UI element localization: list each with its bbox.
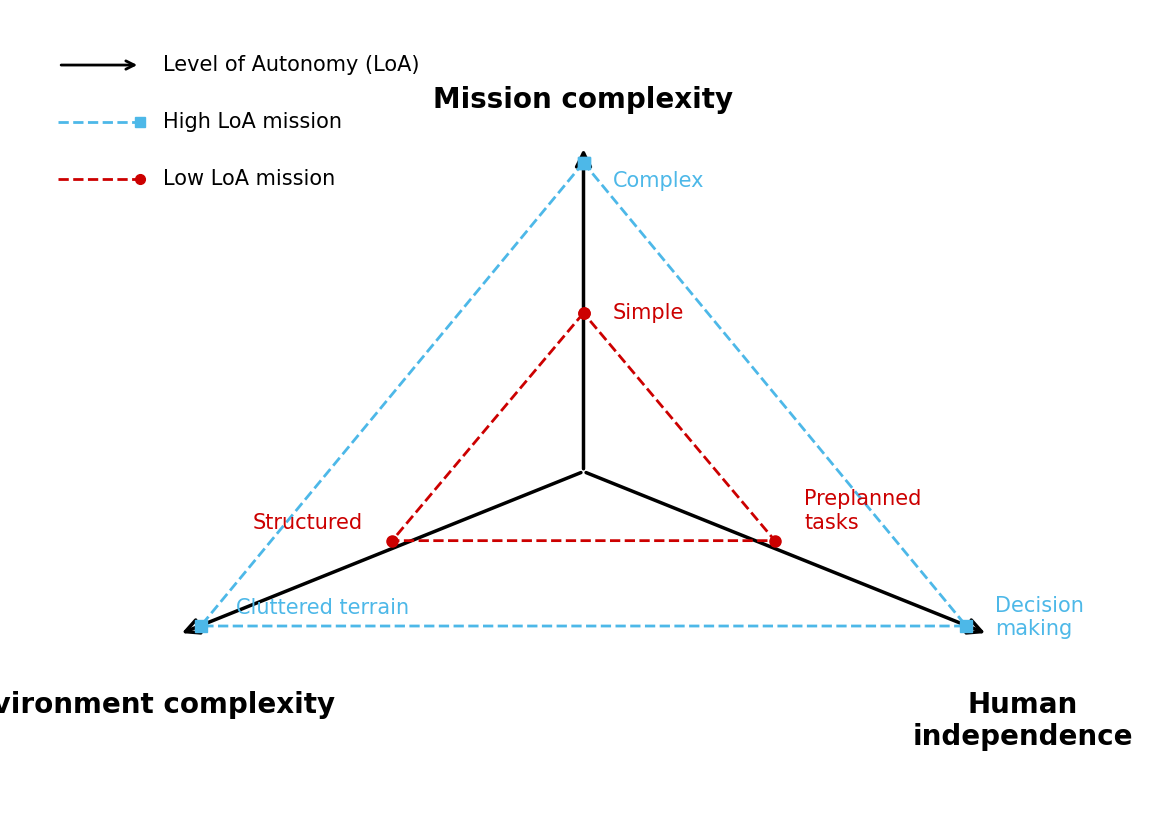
Text: Human
independence: Human independence — [913, 691, 1133, 751]
Text: Structured: Structured — [253, 512, 363, 533]
Text: Level of Autonomy (LoA): Level of Autonomy (LoA) — [163, 55, 420, 75]
Text: Complex: Complex — [613, 171, 704, 191]
Text: High LoA mission: High LoA mission — [163, 112, 342, 132]
Text: Decision
making: Decision making — [995, 596, 1084, 640]
Text: Environment complexity: Environment complexity — [0, 691, 335, 719]
Text: Mission complexity: Mission complexity — [433, 86, 734, 114]
Text: Simple: Simple — [613, 303, 684, 323]
Text: Preplanned
tasks: Preplanned tasks — [804, 489, 922, 533]
Text: Cluttered terrain: Cluttered terrain — [236, 598, 408, 618]
Text: Low LoA mission: Low LoA mission — [163, 169, 336, 189]
